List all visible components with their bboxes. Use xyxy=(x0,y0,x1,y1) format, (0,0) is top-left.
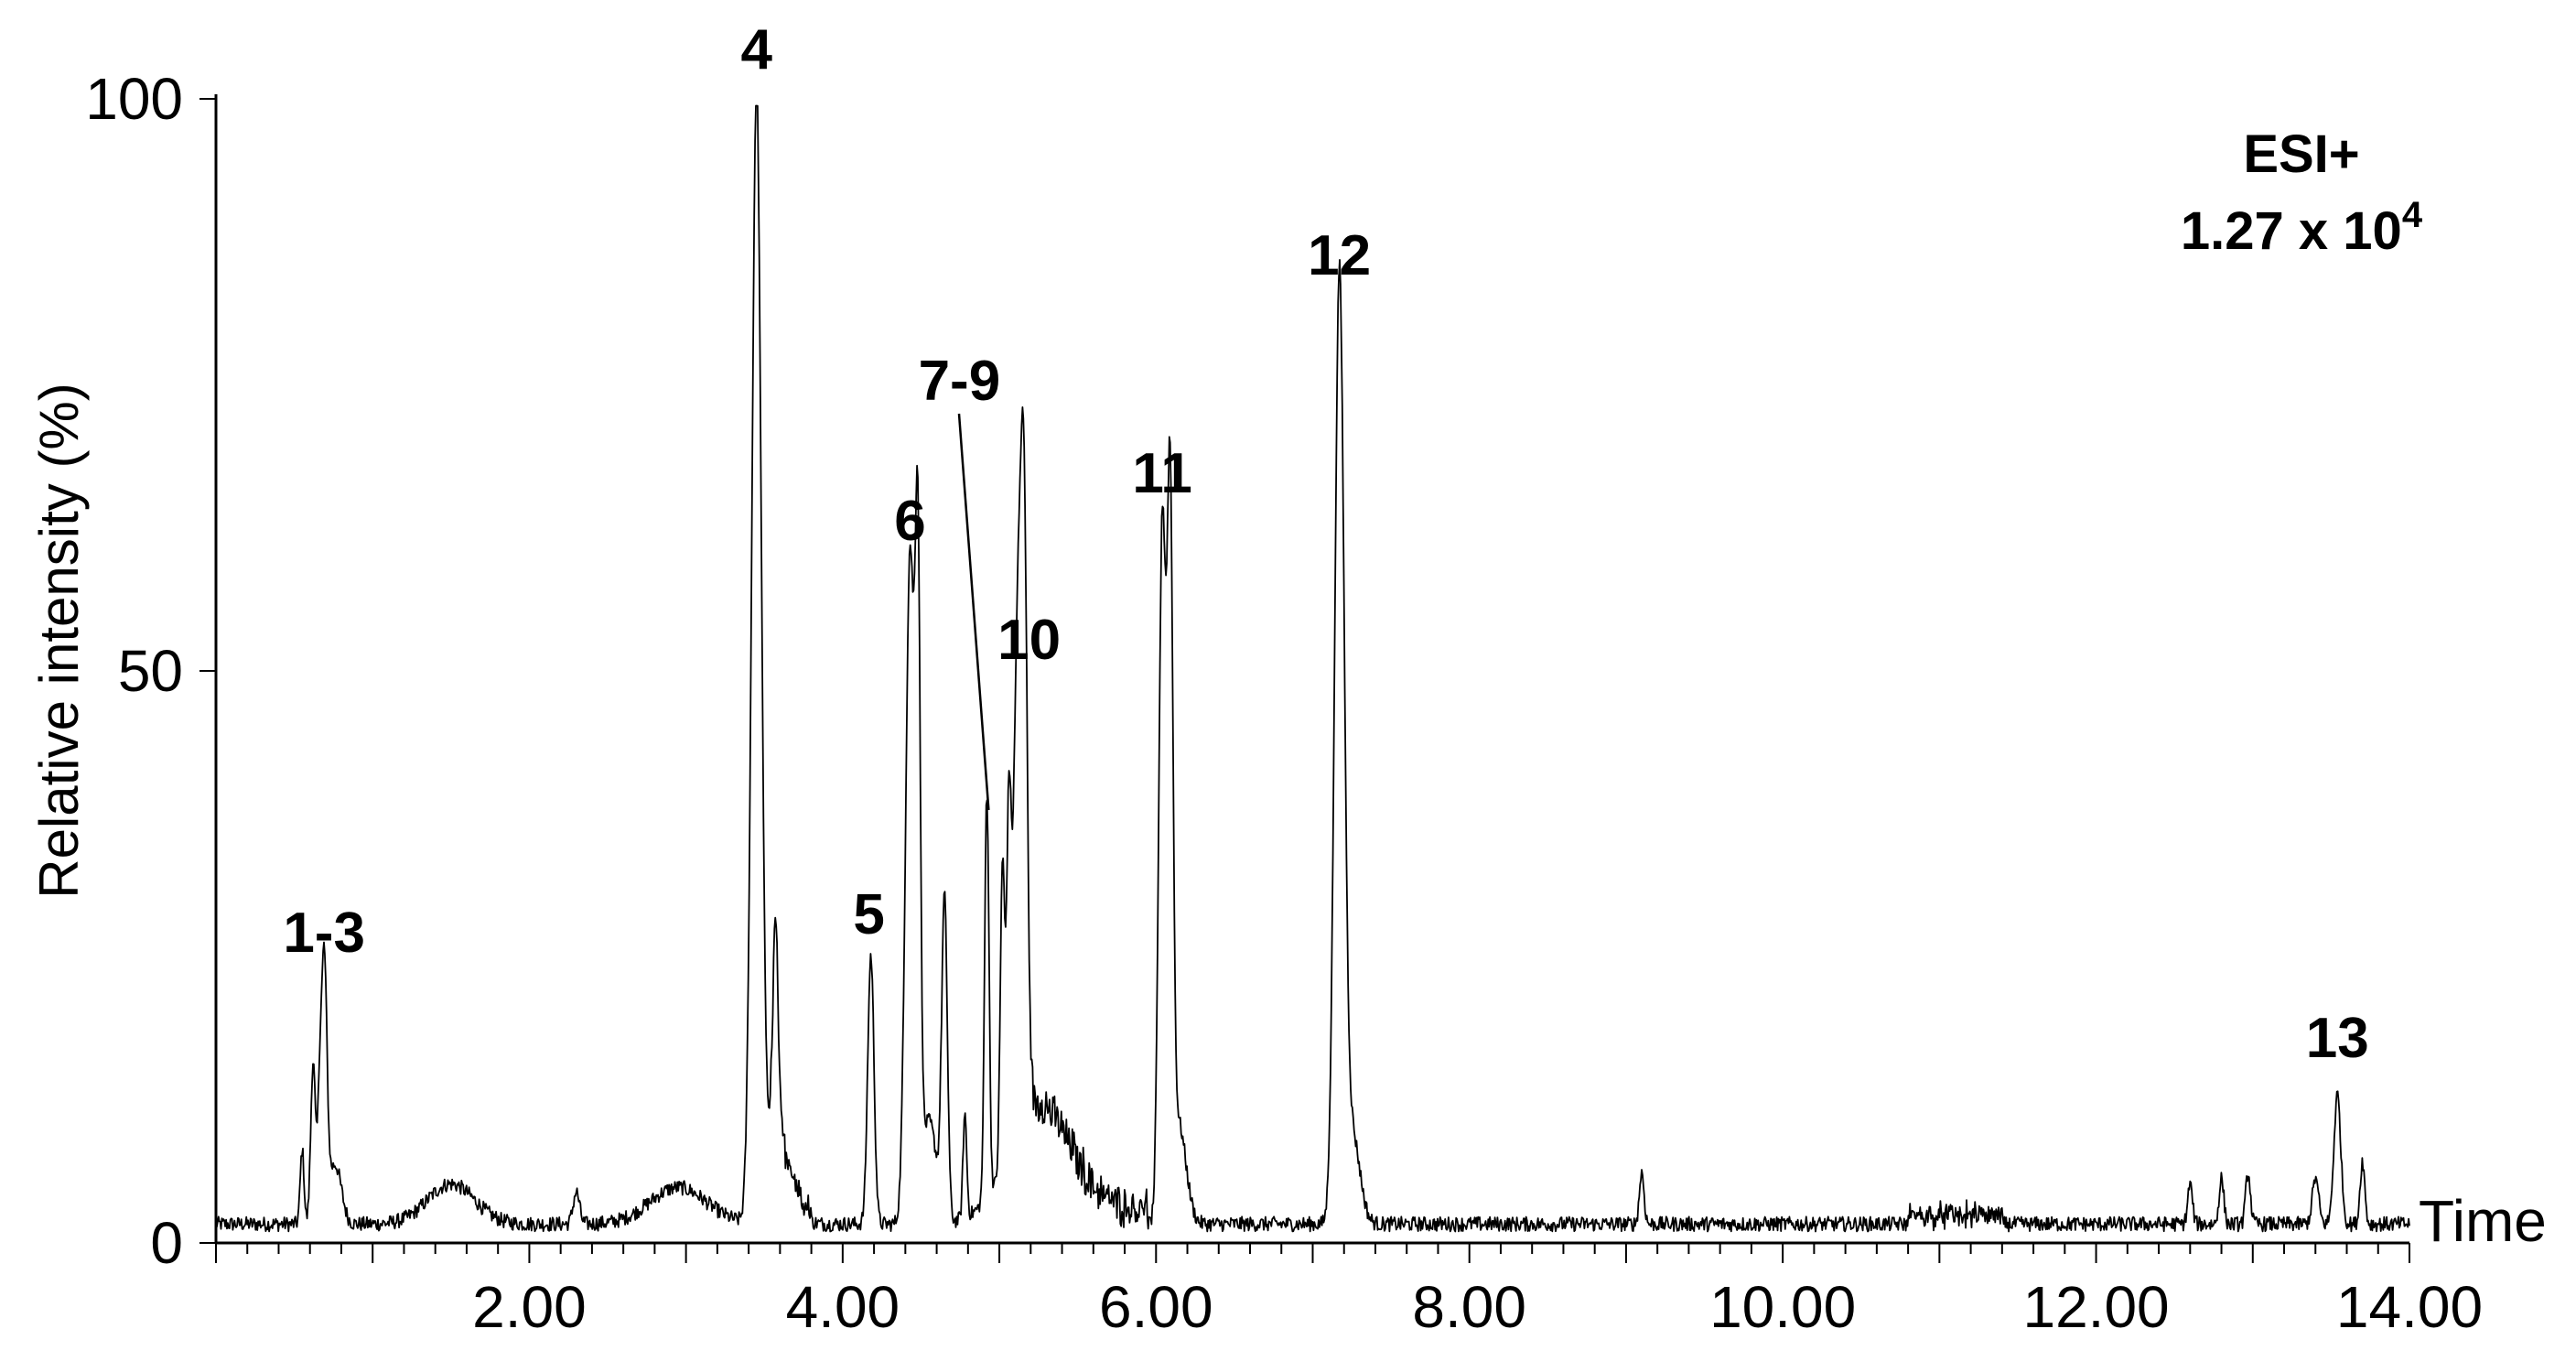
base-intensity-mantissa: 1.27 x 10 xyxy=(2181,201,2402,261)
x-tick-label: 10.00 xyxy=(1709,1274,1856,1340)
x-ticks: 2.00 4.00 6.00 8.00 10.00 12.00 14.00 xyxy=(215,1243,2483,1340)
peak-label-1-3: 1-3 xyxy=(283,902,365,965)
y-ticks: 0 50 100 xyxy=(85,66,216,1276)
y-tick-label: 0 xyxy=(150,1210,183,1276)
peak-label-leader-7-9 xyxy=(957,413,990,811)
base-intensity: 1.27 x 104 xyxy=(2181,195,2423,261)
x-axis-label: Time xyxy=(2419,1188,2547,1254)
peak-label-6: 6 xyxy=(894,490,925,553)
peak-label-7-9: 7-9 xyxy=(919,350,1001,413)
peak-label-5: 5 xyxy=(853,883,884,946)
peak-label-13: 13 xyxy=(2306,1007,2369,1070)
chromatogram-trace xyxy=(215,104,2410,1233)
x-tick-label: 6.00 xyxy=(1099,1274,1213,1340)
x-tick-label: 4.00 xyxy=(786,1274,900,1340)
x-tick-label: 2.00 xyxy=(472,1274,587,1340)
peak-label-4: 4 xyxy=(740,18,772,81)
x-tick-label: 14.00 xyxy=(2336,1274,2483,1340)
base-intensity-exponent: 4 xyxy=(2402,195,2423,235)
ionization-mode: ESI+ xyxy=(2243,124,2359,184)
x-tick-label: 8.00 xyxy=(1412,1274,1526,1340)
peak-label-12: 12 xyxy=(1308,224,1371,287)
y-tick-label: 100 xyxy=(85,66,183,132)
y-axis-label: Relative intensity (%) xyxy=(28,383,90,899)
peak-label-10: 10 xyxy=(997,609,1061,672)
y-tick-label: 50 xyxy=(118,638,183,704)
peak-label-11: 11 xyxy=(1132,442,1192,505)
x-tick-label: 12.00 xyxy=(2022,1274,2169,1340)
peak-labels: 1-3 4 5 6 7-9 10 11 12 13 xyxy=(283,18,2368,1070)
